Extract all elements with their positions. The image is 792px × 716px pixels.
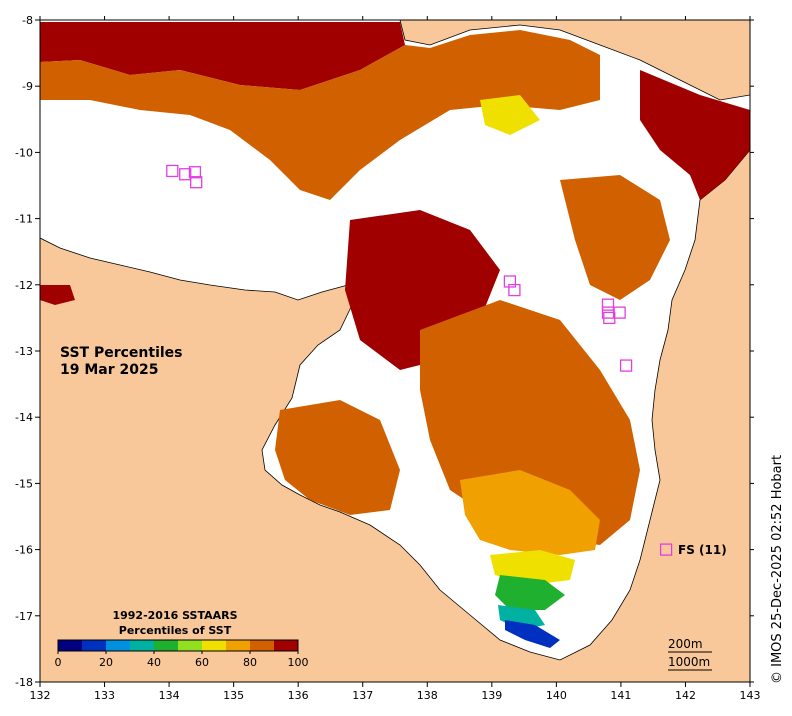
lon-tick-label: 139 bbox=[481, 689, 502, 702]
station-marker bbox=[188, 166, 202, 179]
station-marker bbox=[613, 306, 626, 319]
sst-orange-north bbox=[40, 30, 600, 200]
lat-tick-label: -16 bbox=[15, 544, 33, 557]
lon-tick-label: 135 bbox=[223, 689, 244, 702]
legend-tick-label: 0 bbox=[55, 656, 62, 669]
legend-swatch bbox=[178, 640, 203, 651]
lat-tick-label: -12 bbox=[15, 279, 33, 292]
lat-tick-label: -17 bbox=[15, 610, 33, 623]
lon-tick-label: 137 bbox=[352, 689, 373, 702]
station-marker bbox=[508, 283, 521, 297]
latitude-axis: -8 -9 -10 -11 -12 -13 -14 -15 -16 -17 -18 bbox=[15, 14, 754, 689]
legend-title: 1992-2016 SSTAARS bbox=[112, 609, 237, 622]
sst-amber-south bbox=[460, 470, 600, 555]
station-marker bbox=[601, 298, 615, 311]
legend-swatch bbox=[274, 640, 299, 651]
sst-orange-east-patch bbox=[560, 175, 670, 300]
sst-red-east bbox=[640, 70, 750, 200]
legend-tick-label: 60 bbox=[195, 656, 209, 669]
legend-swatch bbox=[130, 640, 155, 651]
sst-blue-south bbox=[505, 620, 560, 648]
station-marker bbox=[619, 359, 633, 372]
lon-tick-label: 138 bbox=[417, 689, 438, 702]
depth-contour-1000m: 1000m bbox=[668, 655, 710, 669]
legend-colorbar bbox=[57, 639, 299, 652]
sst-warm-north bbox=[40, 22, 405, 90]
sst-orange-west bbox=[275, 400, 400, 515]
lat-tick-label: -18 bbox=[15, 676, 33, 689]
station-label: FS (11) bbox=[678, 543, 727, 557]
legend-swatch bbox=[106, 640, 131, 651]
legend-swatch bbox=[250, 640, 275, 651]
legend-tick-label: 100 bbox=[288, 656, 309, 669]
station-marker bbox=[166, 164, 179, 178]
legend-outline bbox=[57, 639, 299, 652]
legend-swatch bbox=[202, 640, 227, 651]
legend-tick-label: 40 bbox=[147, 656, 161, 669]
lon-tick-label: 143 bbox=[740, 689, 761, 702]
longitude-axis: 132 133 134 135 136 137 138 139 140 141 142 143 bbox=[30, 16, 761, 702]
legend-swatch bbox=[154, 640, 179, 651]
lon-tick-label: 140 bbox=[546, 689, 567, 702]
lon-tick-label: 141 bbox=[610, 689, 631, 702]
lat-tick-label: -14 bbox=[15, 411, 33, 424]
legend-swatch bbox=[226, 640, 251, 651]
lon-tick-label: 136 bbox=[288, 689, 309, 702]
legend-swatch bbox=[82, 640, 107, 651]
sst-green-south bbox=[495, 575, 565, 610]
lat-tick-label: -13 bbox=[15, 345, 33, 358]
lon-tick-label: 134 bbox=[159, 689, 180, 702]
station-markers bbox=[166, 164, 673, 556]
map-date: 19 Mar 2025 bbox=[60, 362, 158, 378]
legend-ticks: 0 20 40 60 80 100 bbox=[55, 651, 309, 669]
lat-tick-label: -9 bbox=[22, 80, 33, 93]
lat-tick-label: -10 bbox=[15, 146, 33, 159]
map-title: SST Percentiles bbox=[60, 345, 183, 361]
lon-tick-label: 133 bbox=[94, 689, 115, 702]
lat-tick-label: -15 bbox=[15, 477, 33, 490]
depth-contour-200m: 200m bbox=[668, 637, 703, 651]
station-marker bbox=[190, 176, 203, 189]
lon-tick-label: 132 bbox=[30, 689, 51, 702]
station-marker bbox=[503, 275, 517, 288]
credit-text: © IMOS 25-Dec-2025 02:52 Hobart bbox=[770, 455, 785, 684]
legend-tick-label: 20 bbox=[99, 656, 113, 669]
station-marker bbox=[179, 168, 192, 181]
lon-tick-label: 142 bbox=[675, 689, 696, 702]
lat-tick-label: -8 bbox=[22, 14, 33, 27]
legend-tick-label: 80 bbox=[243, 656, 257, 669]
station-marker bbox=[659, 543, 673, 556]
sst-yellow-north-patch bbox=[480, 95, 540, 135]
lat-tick-label: -11 bbox=[15, 213, 33, 226]
legend-swatch bbox=[58, 640, 83, 651]
legend-subtitle: Percentiles of SST bbox=[119, 624, 232, 637]
sst-red-west-patch bbox=[40, 285, 75, 305]
